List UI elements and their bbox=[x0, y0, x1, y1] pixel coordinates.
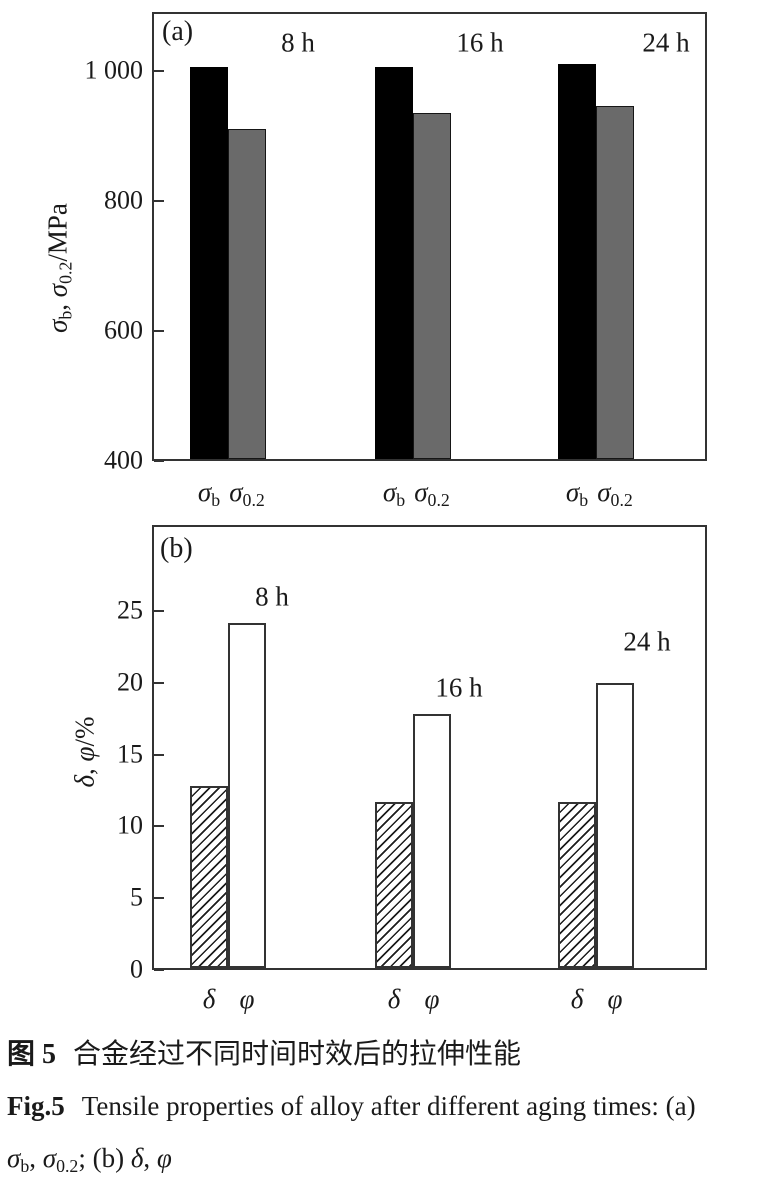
chart-a-xlabel-sigma-0-2-16h: σ0.2 bbox=[414, 477, 450, 510]
caption-zh-label: 图 5 bbox=[7, 1039, 57, 1070]
chart-b-xlabel-phi-16h: φ bbox=[424, 984, 440, 1014]
caption-symbols-line: σb, σ0.2; (b) δ, φ bbox=[7, 1142, 172, 1176]
chart-b-ytick-15 bbox=[154, 753, 164, 756]
caption-line-chinese: 图 5 合金经过不同时间时效后的拉伸性能 bbox=[7, 1038, 759, 1071]
chart-a-xlabel-sigma-0-2-24h: σ0.2 bbox=[597, 477, 633, 510]
chart-b-y-axis-title: δ, φ/% bbox=[69, 716, 100, 788]
bar-a-16h-sigma-b bbox=[375, 67, 413, 459]
chart-a-xlabel-sigma-b-16h: σb bbox=[382, 477, 406, 510]
chart-b-ytick-label-15: 15 bbox=[117, 739, 143, 769]
caption-line-english: Fig.5 Tensile properties of alloy after d… bbox=[7, 1091, 759, 1123]
chart-b-xlabel-delta-16h: δ bbox=[387, 984, 401, 1014]
chart-b-ytick-0 bbox=[154, 969, 164, 971]
chart-b-group-label-16h: 16 h bbox=[435, 672, 483, 703]
chart-b-ytick-label-20: 20 bbox=[117, 667, 143, 697]
bar-a-8h-sigma-0-2 bbox=[228, 129, 266, 459]
chart-b-xlabel-delta-24h: δ bbox=[570, 984, 584, 1014]
bar-a-16h-sigma-0-2 bbox=[413, 112, 451, 459]
chart-b-panel-label: (b) bbox=[160, 533, 193, 564]
bar-b-8h-phi bbox=[228, 622, 266, 968]
chart-a-panel-label: (a) bbox=[162, 16, 194, 47]
chart-a-xlabel-sigma-b-24h: σb bbox=[565, 477, 589, 510]
chart-a-xlabel-sigma-b-8h: σb bbox=[197, 477, 221, 510]
chart-b-xlabel-delta-8h: δ bbox=[202, 984, 216, 1014]
bar-b-16h-delta bbox=[375, 802, 413, 968]
chart-b-ytick-25 bbox=[154, 610, 164, 613]
chart-a-ytick-1000 bbox=[154, 69, 164, 72]
chart-a-ytick-label-800: 800 bbox=[104, 185, 143, 215]
caption-zh-text: 合金经过不同时间时效后的拉伸性能 bbox=[73, 1039, 522, 1070]
bar-b-24h-phi bbox=[596, 682, 634, 968]
bar-b-16h-phi bbox=[413, 714, 451, 968]
chart-b-ytick-label-0: 0 bbox=[130, 954, 143, 984]
chart-b-group-label-8h: 8 h bbox=[255, 581, 289, 612]
chart-a-ytick-800 bbox=[154, 199, 164, 202]
chart-b-ytick-10 bbox=[154, 825, 164, 828]
chart-b-ytick-5 bbox=[154, 897, 164, 900]
chart-b-xlabel-phi-8h: φ bbox=[239, 984, 255, 1014]
chart-b-xlabel-phi-24h: φ bbox=[607, 984, 623, 1014]
bar-a-24h-sigma-b bbox=[558, 64, 596, 459]
chart-b-ytick-label-10: 10 bbox=[117, 810, 143, 840]
chart-a-ytick-600 bbox=[154, 329, 164, 332]
chart-a-group-label-16h: 16 h bbox=[456, 27, 504, 58]
chart-a-group-label-8h: 8 h bbox=[281, 27, 315, 58]
chart-a-ytick-label-400: 400 bbox=[104, 445, 143, 475]
bar-a-8h-sigma-b bbox=[190, 67, 228, 459]
caption-en-text: Tensile properties of alloy after differ… bbox=[81, 1091, 696, 1122]
chart-b-ytick-label-25: 25 bbox=[117, 595, 143, 625]
bar-b-8h-delta bbox=[190, 786, 228, 968]
figure-caption: 图 5 合金经过不同时间时效后的拉伸性能 Fig.5 Tensile propert… bbox=[7, 1038, 759, 1186]
bar-b-24h-delta bbox=[558, 802, 596, 968]
chart-b-ytick-20 bbox=[154, 681, 164, 684]
chart-a-group-label-24h: 24 h bbox=[642, 27, 690, 58]
chart-a-xlabel-sigma-0-2-8h: σ0.2 bbox=[229, 477, 265, 510]
chart-a-ytick-label-1000: 1 000 bbox=[84, 54, 144, 84]
chart-b-ytick-label-5: 5 bbox=[130, 882, 143, 912]
chart-b-group-label-24h: 24 h bbox=[623, 626, 671, 657]
bar-a-24h-sigma-0-2 bbox=[596, 106, 634, 459]
caption-en-label: Fig.5 bbox=[7, 1091, 65, 1122]
chart-a-ytick-label-600: 600 bbox=[104, 315, 143, 345]
chart-a-ytick-400 bbox=[154, 460, 164, 462]
